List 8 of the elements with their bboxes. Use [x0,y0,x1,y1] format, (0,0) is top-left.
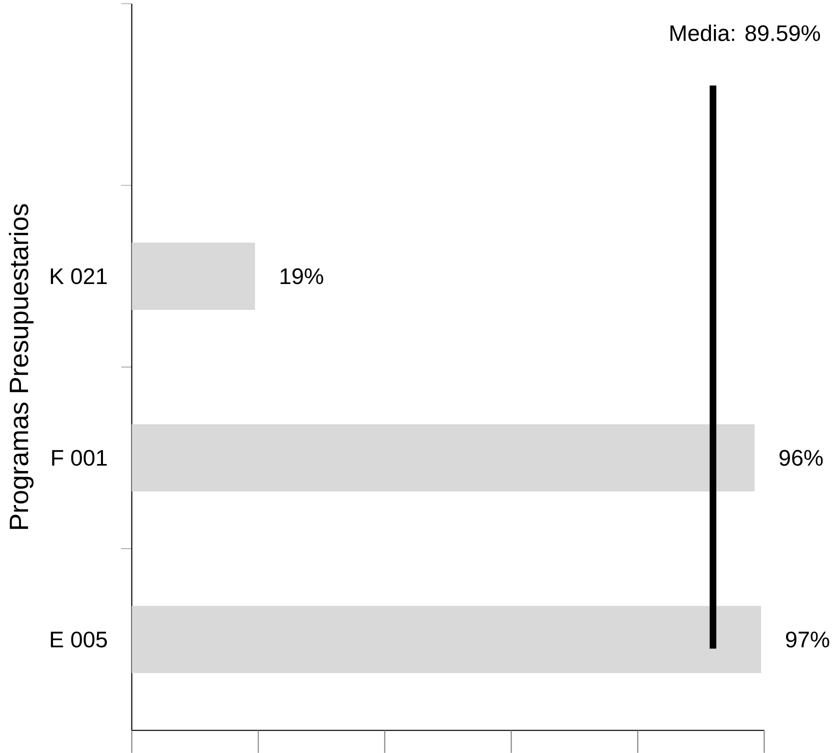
y-tick-label: K 021 [50,268,107,284]
y-tick-label: E 005 [50,632,107,648]
data-label: 19% [280,268,324,284]
data-label: 96% [780,450,823,466]
ref-line-label: Media: 89.59% [670,24,820,42]
y-tick-label: F 001 [52,450,107,466]
y-axis-title: Programas Presupuestarios [8,204,34,529]
data-label: 97% [786,632,830,648]
